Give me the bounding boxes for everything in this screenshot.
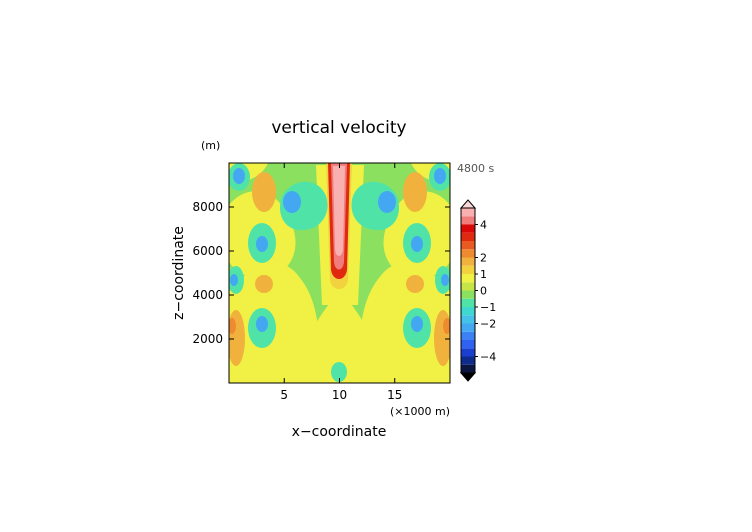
colorbar-segment xyxy=(461,257,475,266)
colorbar-segment xyxy=(461,307,475,316)
colorbar-segment xyxy=(461,282,475,291)
colorbar: 4 2 1 0 −1 −2 −4 xyxy=(459,199,496,382)
chart-title: vertical velocity xyxy=(271,118,406,138)
moderate-downdraft-regions xyxy=(230,168,449,332)
x-tick-label: 10 xyxy=(332,388,347,402)
colorbar-segment xyxy=(461,216,475,225)
colorbar-segment xyxy=(461,348,475,357)
colorbar-segment xyxy=(461,315,475,324)
x-tick-label: 15 xyxy=(387,388,402,402)
colorbar-segment xyxy=(461,356,475,365)
colorbar-tick-label: −1 xyxy=(480,301,496,314)
y-axis: 2000 4000 6000 8000 xyxy=(192,200,450,346)
y-tick-label: 8000 xyxy=(192,200,223,214)
colorbar-segment xyxy=(461,241,475,250)
colorbar-segment xyxy=(461,274,475,283)
y-tick-label: 6000 xyxy=(192,244,223,258)
strong-updraft-spots xyxy=(229,318,450,334)
x-tick-label: 5 xyxy=(280,388,288,402)
x-axis: 5 10 15 xyxy=(280,163,402,402)
colorbar-tick-label: 4 xyxy=(480,219,487,232)
colorbar-segment xyxy=(461,224,475,233)
colorbar-segment xyxy=(461,208,475,217)
colorbar-tick-label: −2 xyxy=(480,318,496,331)
colorbar-segment xyxy=(461,290,475,299)
colorbar-segment xyxy=(461,232,475,241)
colorbar-tick-label: 1 xyxy=(480,268,487,281)
time-label: 4800 s xyxy=(457,162,494,175)
x-axis-label: x−coordinate xyxy=(292,424,387,440)
y-tick-label: 4000 xyxy=(192,288,223,302)
central-updraft-plume xyxy=(326,163,352,289)
y-unit-label: (m) xyxy=(201,139,220,152)
colorbar-max-arrow xyxy=(459,199,477,209)
colorbar-segment xyxy=(461,331,475,340)
colorbar-tick-label: −4 xyxy=(480,351,496,364)
colorbar-segment xyxy=(461,298,475,307)
colorbar-segment xyxy=(461,265,475,274)
colorbar-segment xyxy=(461,323,475,332)
contour-field xyxy=(229,163,450,383)
x-unit-label: (×1000 m) xyxy=(390,405,450,418)
colorbar-segment xyxy=(461,340,475,349)
colorbar-tick-label: 2 xyxy=(480,252,487,265)
y-axis-label: z−coordinate xyxy=(171,226,187,320)
colorbar-segment xyxy=(461,364,475,373)
colorbar-min-arrow xyxy=(459,372,477,382)
colorbar-segment xyxy=(461,249,475,258)
y-tick-label: 2000 xyxy=(192,332,223,346)
colorbar-tick-label: 0 xyxy=(480,285,487,298)
